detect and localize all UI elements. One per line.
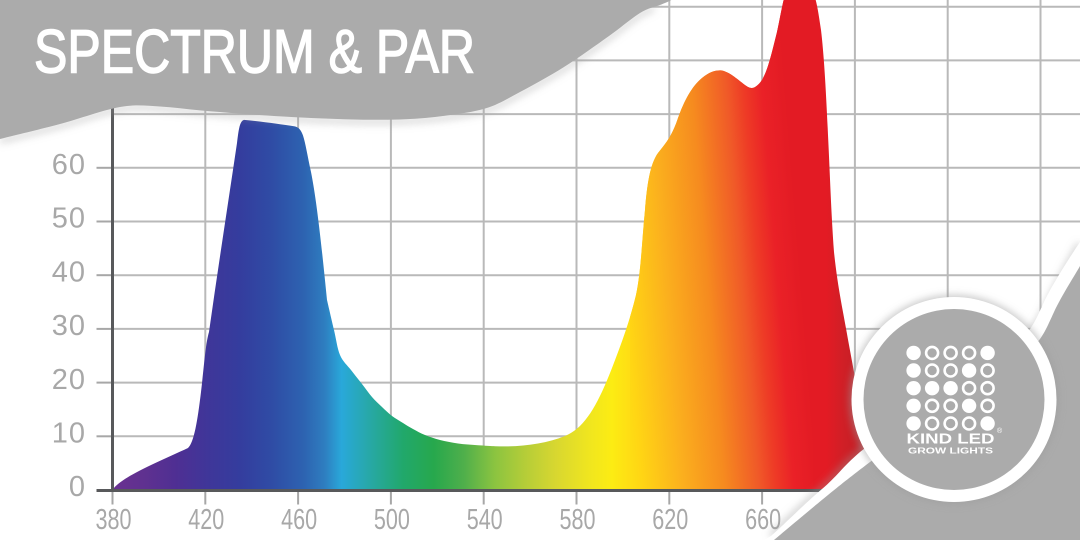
svg-text:40: 40 (52, 256, 86, 288)
svg-text:0: 0 (69, 471, 86, 503)
svg-text:460: 460 (281, 504, 317, 536)
svg-text:KIND LED: KIND LED (907, 432, 995, 448)
svg-text:®: ® (997, 427, 1003, 435)
svg-text:540: 540 (467, 504, 503, 536)
svg-text:20: 20 (52, 364, 86, 396)
svg-text:10: 10 (52, 418, 86, 450)
svg-text:620: 620 (652, 504, 688, 536)
svg-text:500: 500 (374, 504, 410, 536)
svg-text:580: 580 (560, 504, 596, 536)
svg-text:50: 50 (52, 203, 86, 235)
svg-text:GROW LIGHTS: GROW LIGHTS (908, 447, 994, 456)
svg-text:380: 380 (96, 504, 132, 536)
svg-text:420: 420 (188, 504, 224, 536)
svg-text:SPECTRUM & PAR: SPECTRUM & PAR (34, 18, 475, 86)
svg-text:60: 60 (52, 149, 86, 181)
svg-text:30: 30 (52, 310, 86, 342)
